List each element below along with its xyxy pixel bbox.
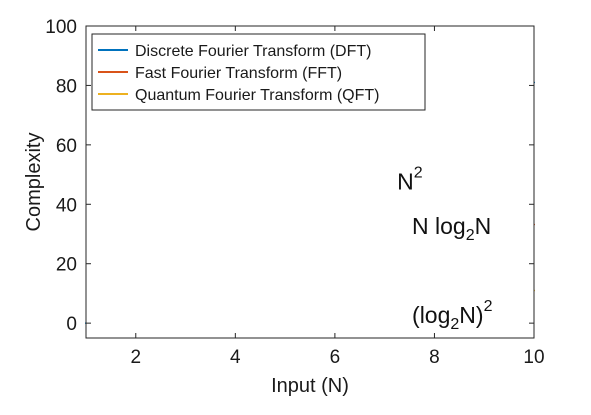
x-tick-label: 10 [523,347,544,368]
x-axis-label: Input (N) [271,375,349,397]
legend-label-1: Discrete Fourier Transform (DFT) [135,43,371,60]
y-tick-label: 60 [56,136,77,157]
legend-box [91,33,426,111]
x-tick-label: 2 [130,347,141,368]
curve-label-3: (log2N)2 [412,298,493,333]
y-tick-label: 0 [66,314,77,335]
y-tick-label: 100 [45,17,77,38]
y-tick-label: 80 [56,76,77,97]
curve-label-1: N2 [397,164,423,194]
y-tick-label: 20 [56,255,77,276]
y-axis-label: Complexity [23,133,45,232]
x-tick-label: 6 [330,347,341,368]
y-tick-label: 40 [56,195,77,216]
x-tick-label: 8 [429,347,440,368]
legend-label-3: Quantum Fourier Transform (QFT) [135,87,380,104]
annotations: N2 N log2N (log2N)2 [397,164,492,333]
legend-label-2: Fast Fourier Transform (FFT) [135,65,342,82]
legend: Discrete Fourier Transform (DFT) Fast Fou… [91,33,426,111]
x-tick-label: 4 [230,347,241,368]
curve-label-2: N log2N [412,213,491,244]
